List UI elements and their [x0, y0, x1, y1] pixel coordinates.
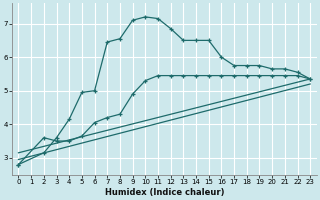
X-axis label: Humidex (Indice chaleur): Humidex (Indice chaleur) [105, 188, 224, 197]
